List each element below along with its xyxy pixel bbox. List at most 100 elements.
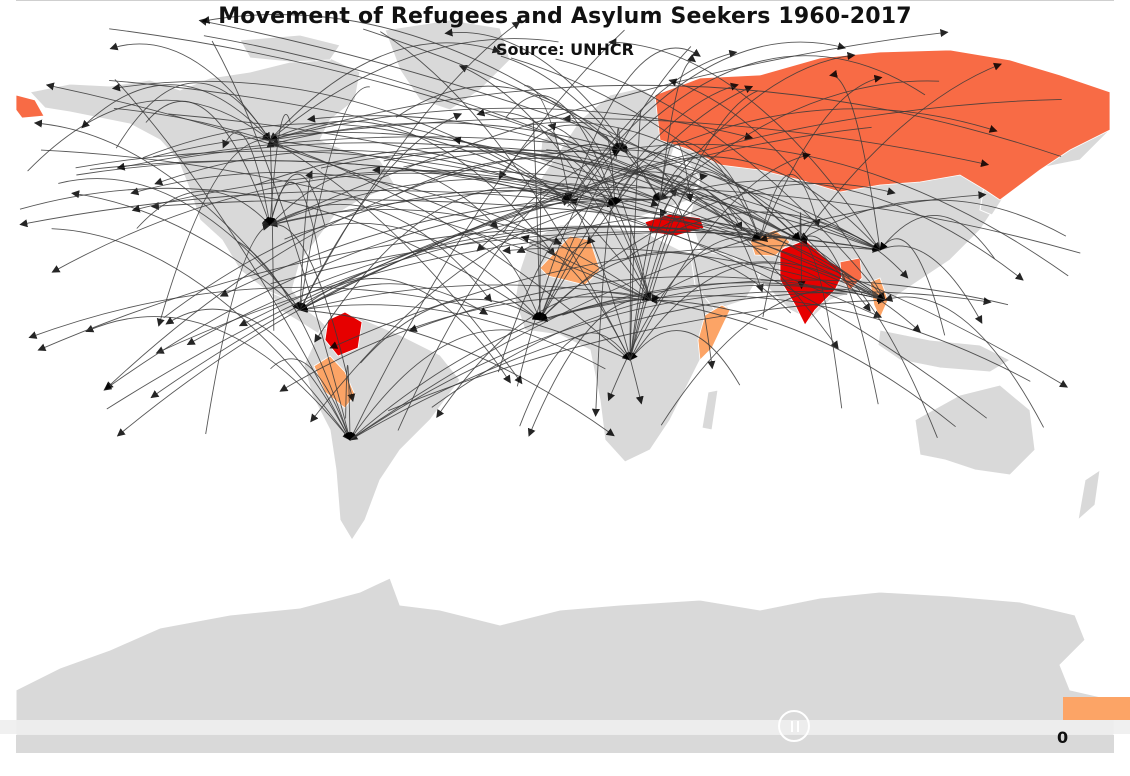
flow-arc [111,80,571,201]
flow-arc [131,169,881,251]
flow-arc [569,198,987,419]
flow-arc [659,54,697,201]
flow-arc [625,224,635,361]
land-se-asia-islands [877,329,1012,373]
flow-arc [269,139,883,319]
flow-arc [659,195,716,370]
flow-arc [619,149,871,312]
flow-arc [759,74,883,241]
flow-arc [211,40,353,441]
flow-arc [626,110,642,361]
flow-arc [569,41,846,201]
flow-arc [539,85,754,321]
flow-arc [538,46,692,321]
flow-arc [266,114,291,226]
flow-arc [884,294,1044,428]
flow-arc [659,51,856,201]
flow-arc [269,203,492,303]
flow-arc [395,85,621,151]
flow-arc [608,38,881,251]
flow-arc [203,35,886,301]
flow-arc [555,58,886,301]
flow-arc [306,114,761,241]
flow-arc [269,208,563,245]
flow-arc [879,238,946,336]
flow-arc [320,151,801,241]
flow-arc [408,276,886,333]
flow-arc [28,286,631,361]
flow-arc [238,226,761,327]
flow-arc [222,131,271,226]
flow-arc [345,365,354,441]
flow-arc [799,62,1002,241]
flow-arc [219,198,661,297]
pause-icon-bar [797,721,799,732]
flow-arc [37,226,801,352]
flow-arc [595,156,881,251]
flow-arc [142,123,571,201]
flow-arc [569,47,701,201]
flow-layer [19,14,1081,441]
flow-arc [75,150,616,207]
flow-arc [269,29,949,226]
flow-arc [524,85,573,201]
flow-arc [269,107,754,141]
flow-arc [799,236,843,409]
flow-arc [759,224,909,279]
flow-arc [458,232,541,321]
flow-arc [113,107,631,361]
pause-button[interactable] [778,710,810,742]
flow-arc [163,189,616,319]
legend-swatch [1063,697,1130,720]
flow-arc [502,246,886,301]
flow-arc [403,149,881,251]
flow-arc [27,99,271,172]
flow-arc [547,122,651,301]
flow-arc [520,234,631,361]
flow-arc [201,14,621,151]
flow-arc [116,136,621,171]
land-madagascar [701,389,719,431]
timeline-bar[interactable] [16,735,1114,753]
flow-arc [168,113,886,301]
flow-arc [526,121,801,241]
flow-arc [154,150,571,201]
flow-arc [668,78,886,301]
country-russia [654,49,1111,201]
land-new-zealand [1077,468,1101,522]
flow-arc [759,234,938,438]
land-antarctica [15,577,1115,736]
flow-arc [198,17,881,251]
flow-arc [115,82,271,149]
timeline-track[interactable] [0,720,1130,734]
flow-arc [349,29,625,441]
flow-arc [383,150,761,241]
flow-arc [619,143,1069,277]
flow-arc [269,139,523,385]
flow-arc [614,204,1068,388]
flow-arc [569,49,738,201]
flow-arc [130,171,651,301]
flow-arc [532,119,544,321]
flow-arc [649,296,956,428]
flow-arc [180,142,881,251]
flow-arc [40,149,651,301]
flow-arc [51,228,351,441]
flow-arc [81,84,271,141]
country-alaska-tip [15,94,45,119]
flow-arc [458,64,651,301]
flow-arc [150,199,571,399]
flow-arc [156,139,271,327]
flow-arc [649,195,743,301]
flow-arc [619,149,839,350]
flow-arc [799,232,879,405]
flow-arc [546,149,652,301]
flow-arc [659,140,694,203]
flow-arc [19,187,541,321]
flow-arc [279,296,651,392]
flow-arc [85,316,351,441]
land-greenland [384,19,511,111]
flow-arc [105,149,621,390]
flow-arc [58,178,301,311]
